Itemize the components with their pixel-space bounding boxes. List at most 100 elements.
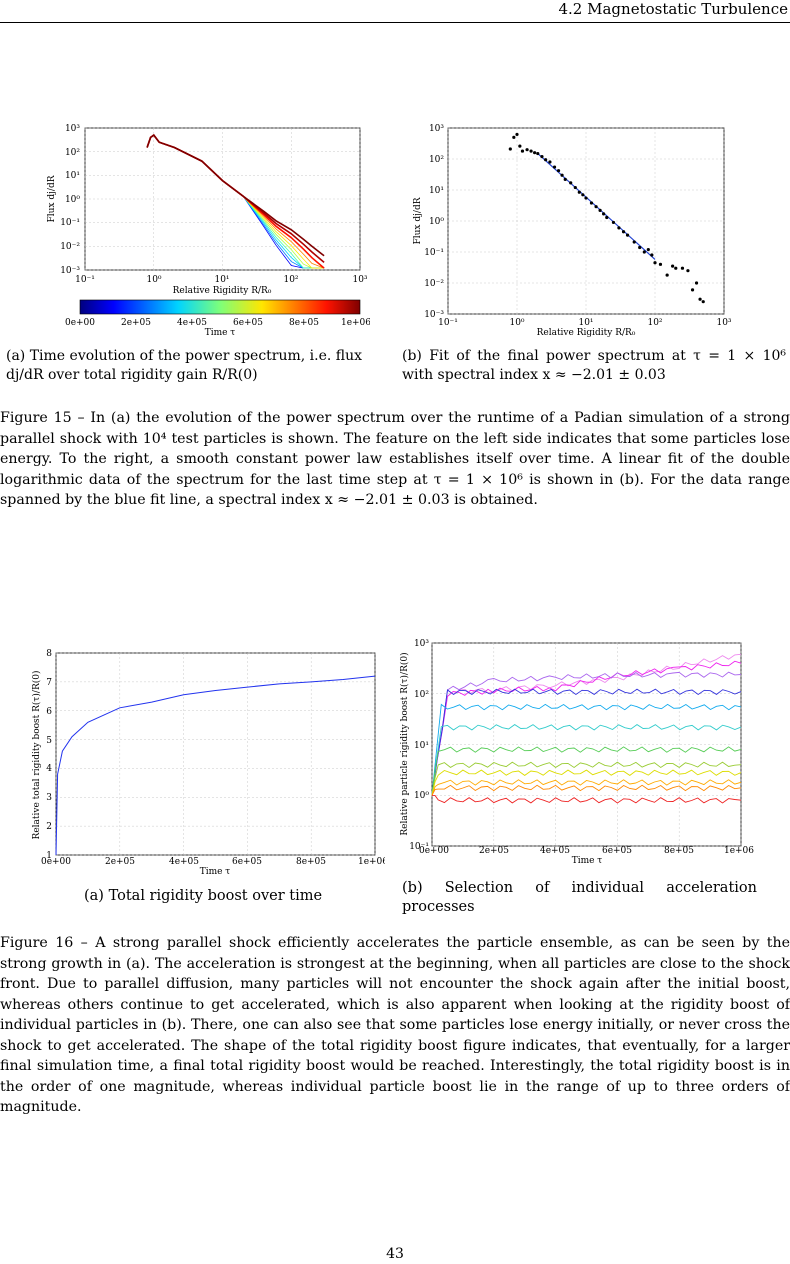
data-point (632, 240, 636, 244)
particle-boost-line (431, 784, 742, 796)
x-tick: 10² (647, 318, 662, 328)
x-tick: 10¹ (578, 318, 593, 328)
x-tick: 10⁻¹ (438, 318, 458, 328)
y-tick: 10³ (429, 124, 444, 134)
colorbar-tick: 8e+05 (289, 318, 319, 328)
x-tick: 8e+05 (296, 857, 326, 867)
y-axis-label: Relative total rigidity boost R(τ)/R(0) (31, 671, 42, 840)
x-tick: 10¹ (214, 275, 229, 285)
particle-boost-line (431, 779, 742, 796)
y-tick: 10² (65, 148, 80, 158)
y-axis-label: Relative particle rigidity boost R(τ)/R(… (399, 652, 410, 835)
data-point (556, 169, 561, 173)
x-tick: 4e+05 (540, 846, 570, 856)
x-tick-labels: 0e+00 2e+05 4e+05 6e+05 8e+05 1e+06 (41, 857, 385, 867)
data-point (605, 215, 609, 220)
y-tick: 1 (46, 851, 52, 861)
figure-15-caption: Figure 15 – In (a) the evolution of the … (0, 410, 790, 508)
data-point (625, 233, 630, 237)
y-tick: 4 (46, 764, 52, 774)
data-point (701, 300, 705, 304)
x-tick: 2e+05 (105, 857, 135, 867)
data-point (569, 181, 573, 185)
y-tick: 10² (429, 155, 444, 165)
x-tick-labels: 0e+00 2e+05 4e+05 6e+05 8e+05 1e+06 (419, 846, 754, 856)
data-point (536, 151, 540, 156)
x-axis-label: Relative Rigidity R/R₀ (173, 286, 272, 296)
particle-boost-line (431, 769, 742, 796)
data-point (638, 245, 642, 250)
data-point (529, 149, 533, 153)
y-tick: 10⁻¹ (409, 842, 429, 852)
data-point (671, 264, 675, 268)
figure-15a-caption: (a) Time evolution of the power spectrum… (6, 348, 363, 383)
running-header: 4.2 Magnetostatic Turbulence (0, 0, 790, 23)
figure-16-caption: Figure 16 – A strong parallel shock effi… (0, 935, 790, 1115)
y-tick: 10⁻² (60, 242, 80, 252)
y-tick: 10⁻³ (424, 310, 444, 320)
data-point (658, 262, 663, 266)
y-tick-labels: 10³ 10² 10¹ 10⁰ 10⁻¹ (409, 639, 429, 852)
y-axis-label: Flux dj/dR (413, 197, 423, 244)
section-title: 4.2 Magnetostatic Turbulence (558, 0, 789, 18)
x-tick: 2e+05 (479, 846, 509, 856)
data-point (594, 205, 598, 209)
x-tick-labels: 10⁻¹ 10⁰ 10¹ 10² 10³ (438, 318, 732, 328)
data-point (621, 230, 626, 234)
y-tick: 2 (46, 822, 52, 832)
figure-16b-caption: (b) Selection of individual acceleration… (402, 880, 757, 915)
data-point (611, 220, 616, 225)
x-axis-label: Time τ (200, 867, 231, 875)
data-point (602, 212, 606, 216)
spectrum-line (146, 133, 325, 257)
colorbar-tick: 6e+05 (233, 318, 263, 328)
data-point (520, 149, 525, 153)
data-point (581, 193, 585, 197)
colorbar-tick: 4e+05 (177, 318, 207, 328)
figure-16b: 10³ 10² 10¹ 10⁰ 10⁻¹ 0e+00 2e+05 4e+05 6… (399, 639, 754, 866)
figure-15b: 10³ 10² 10¹ 10⁰ 10⁻¹ 10⁻² 10⁻³ 10⁻¹ 10⁰ … (413, 124, 732, 338)
y-tick: 6 (46, 707, 52, 717)
y-tick: 10¹ (429, 186, 444, 196)
x-tick: 6e+05 (232, 857, 262, 867)
y-tick: 10³ (65, 124, 80, 134)
x-tick: 0e+00 (419, 846, 449, 856)
x-axis-label: Relative Rigidity R/R₀ (537, 328, 636, 338)
data-point (694, 281, 699, 285)
y-tick: 10⁻² (424, 279, 444, 289)
data-point (540, 154, 544, 159)
data-point (508, 147, 512, 151)
data-point (646, 247, 650, 252)
data-point (560, 173, 564, 177)
y-tick: 10⁻¹ (60, 218, 80, 228)
x-tick: 8e+05 (664, 846, 694, 856)
data-point (690, 288, 695, 292)
y-tick-labels: 8 7 6 5 4 3 2 1 (46, 649, 52, 861)
y-tick: 10⁰ (65, 195, 80, 205)
colorbar-tick-labels: 0e+00 2e+05 4e+05 6e+05 8e+05 1e+06 (65, 318, 370, 328)
particle-boost-line (431, 671, 742, 796)
y-tick-labels: 10³ 10² 10¹ 10⁰ 10⁻¹ 10⁻² 10⁻³ (60, 124, 80, 276)
total-boost-line (55, 675, 376, 856)
y-tick: 10⁰ (414, 791, 429, 801)
data-point (598, 208, 602, 212)
page-number: 43 (386, 1246, 404, 1262)
x-tick: 1e+06 (724, 846, 754, 856)
data-point (584, 196, 588, 200)
data-point (589, 201, 594, 205)
x-tick: 0e+00 (41, 857, 71, 867)
x-tick: 10³ (352, 275, 367, 285)
particle-boost-line (431, 746, 742, 796)
data-point (642, 250, 646, 254)
x-tick: 1e+06 (358, 857, 385, 867)
x-tick: 4e+05 (169, 857, 199, 867)
x-tick: 10³ (716, 318, 731, 328)
data-point (653, 261, 657, 265)
particle-boost-line (431, 794, 742, 804)
data-point (577, 190, 581, 194)
y-tick: 10² (414, 690, 429, 700)
y-tick: 10³ (414, 639, 429, 649)
colorbar-tick: 2e+05 (121, 318, 151, 328)
data-point (552, 165, 557, 169)
figure-15a: 10³ 10² 10¹ 10⁰ 10⁻¹ 10⁻² 10⁻³ 10⁻¹ 10⁰ … (47, 124, 370, 338)
